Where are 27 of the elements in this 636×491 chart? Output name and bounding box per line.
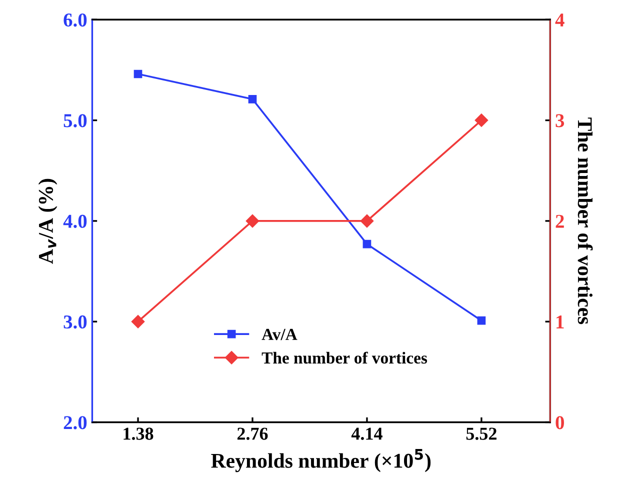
point [131,315,145,328]
y2-tick-label: 3 [556,114,564,128]
point [362,240,372,248]
x-tick-label: 1.38 [124,428,154,440]
legend-label: Av/A [262,328,298,340]
y-tick-label: 5.0 [64,114,87,128]
y2-tick-label: 0 [556,416,564,430]
point [477,316,486,325]
legend-label: The number of vortices [262,352,428,364]
x-axis-title: Reynolds number (×10$^{5}$) [211,449,431,472]
point [134,70,142,78]
x-tick-label: 5.52 [466,428,496,440]
x-tick-label: 2.76 [237,428,268,440]
y2-axis-title: The number of vortices [578,118,593,324]
point [248,94,257,104]
point [360,214,374,228]
point [246,214,260,228]
y2-tick-label: 1 [556,316,564,328]
y2-tick-label: 4 [555,14,564,26]
y-tick-label: 3.0 [64,315,87,329]
point [474,114,488,127]
y2-tick-label: 2 [556,214,564,228]
y-axis-title: A$_{v}$/A (%) [38,178,58,264]
y-tick-label: 4.0 [63,214,87,228]
x-tick-label: 4.14 [351,428,382,440]
y-tick-label: 2.0 [64,416,87,430]
y-tick-label: 6.0 [64,13,87,27]
